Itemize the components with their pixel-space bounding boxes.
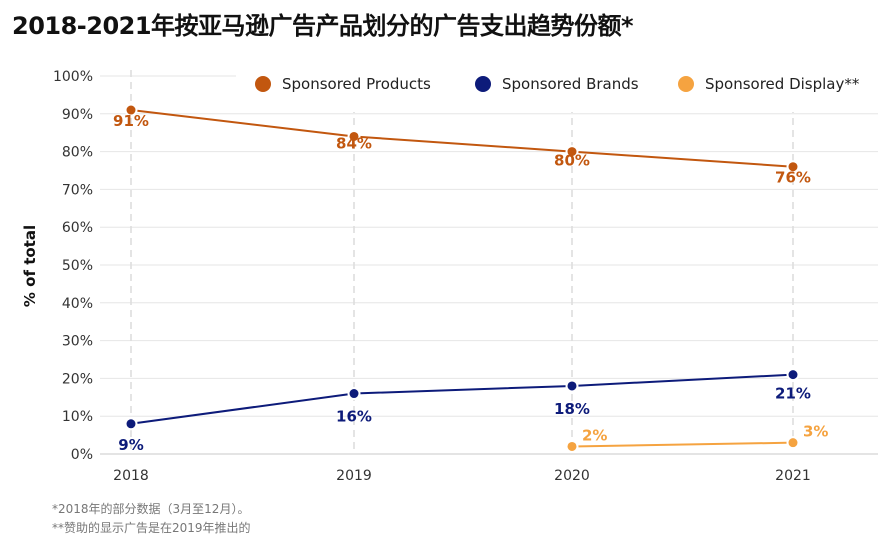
data-point bbox=[347, 129, 361, 143]
data-label: 16% bbox=[336, 408, 372, 426]
data-point bbox=[786, 368, 800, 382]
data-point bbox=[565, 439, 579, 453]
data-label: 80% bbox=[554, 152, 590, 170]
legend-label: Sponsored Brands bbox=[502, 75, 639, 93]
data-label: 2% bbox=[582, 426, 607, 444]
y-tick-label: 40% bbox=[62, 296, 93, 312]
legend-label: Sponsored Products bbox=[282, 75, 431, 93]
data-point bbox=[786, 436, 800, 450]
x-tick-label: 2021 bbox=[775, 468, 811, 484]
data-label: 84% bbox=[336, 134, 372, 152]
x-axis-ticks: 2018 2019 2020 2021 bbox=[113, 468, 811, 484]
legend-label: Sponsored Display** bbox=[705, 75, 860, 93]
x-tick-label: 2018 bbox=[113, 468, 149, 484]
y-tick-label: 20% bbox=[62, 371, 93, 387]
y-axis-ticks: 0% 10% 20% 30% 40% 50% 60% 70% 80% 90% 100% bbox=[53, 69, 93, 463]
series-line bbox=[571, 441, 794, 448]
data-point bbox=[565, 145, 579, 159]
y-tick-label: 0% bbox=[71, 447, 93, 463]
data-label: 18% bbox=[554, 400, 590, 418]
legend-marker bbox=[678, 76, 694, 92]
y-tick-label: 30% bbox=[62, 334, 93, 350]
footnotes: *2018年的部分数据（3月至12月）。 **赞助的显示广告是在2019年推出的 bbox=[52, 500, 251, 538]
series-line bbox=[130, 373, 794, 425]
x-tick-label: 2019 bbox=[336, 468, 372, 484]
data-point bbox=[124, 417, 138, 431]
y-tick-label: 50% bbox=[62, 258, 93, 274]
data-label: 9% bbox=[118, 436, 143, 454]
legend-marker bbox=[255, 76, 271, 92]
y-tick-label: 90% bbox=[62, 107, 93, 123]
data-label: 76% bbox=[775, 169, 811, 187]
data-point bbox=[565, 379, 579, 393]
grid-lines bbox=[100, 70, 878, 455]
legend-marker bbox=[475, 76, 491, 92]
data-label: 91% bbox=[113, 112, 149, 130]
legend-background bbox=[236, 60, 878, 112]
data-point bbox=[347, 387, 361, 401]
data-point bbox=[124, 103, 138, 117]
y-tick-label: 100% bbox=[53, 69, 93, 85]
y-axis-label-group: % of total bbox=[21, 225, 39, 307]
y-tick-label: 70% bbox=[62, 182, 93, 198]
y-tick-label: 10% bbox=[62, 409, 93, 425]
footnote-2: **赞助的显示广告是在2019年推出的 bbox=[52, 521, 251, 535]
x-tick-label: 2020 bbox=[554, 468, 590, 484]
y-tick-label: 80% bbox=[62, 145, 93, 161]
series-group: 91% 84% 80% 76% 9% 16% 18% 21% 2% 3% bbox=[113, 103, 828, 454]
data-label: 21% bbox=[775, 385, 811, 403]
chart-title: 2018-2021年按亚马逊广告产品划分的广告支出趋势份额* bbox=[12, 12, 634, 40]
data-label: 3% bbox=[803, 423, 828, 441]
legend: Sponsored Products Sponsored Brands Sponso… bbox=[236, 60, 878, 112]
y-tick-label: 60% bbox=[62, 220, 93, 236]
series-line bbox=[130, 109, 794, 168]
footnote-1: *2018年的部分数据（3月至12月）。 bbox=[52, 502, 250, 516]
data-point bbox=[786, 160, 800, 174]
y-axis-label: % of total bbox=[21, 225, 39, 307]
